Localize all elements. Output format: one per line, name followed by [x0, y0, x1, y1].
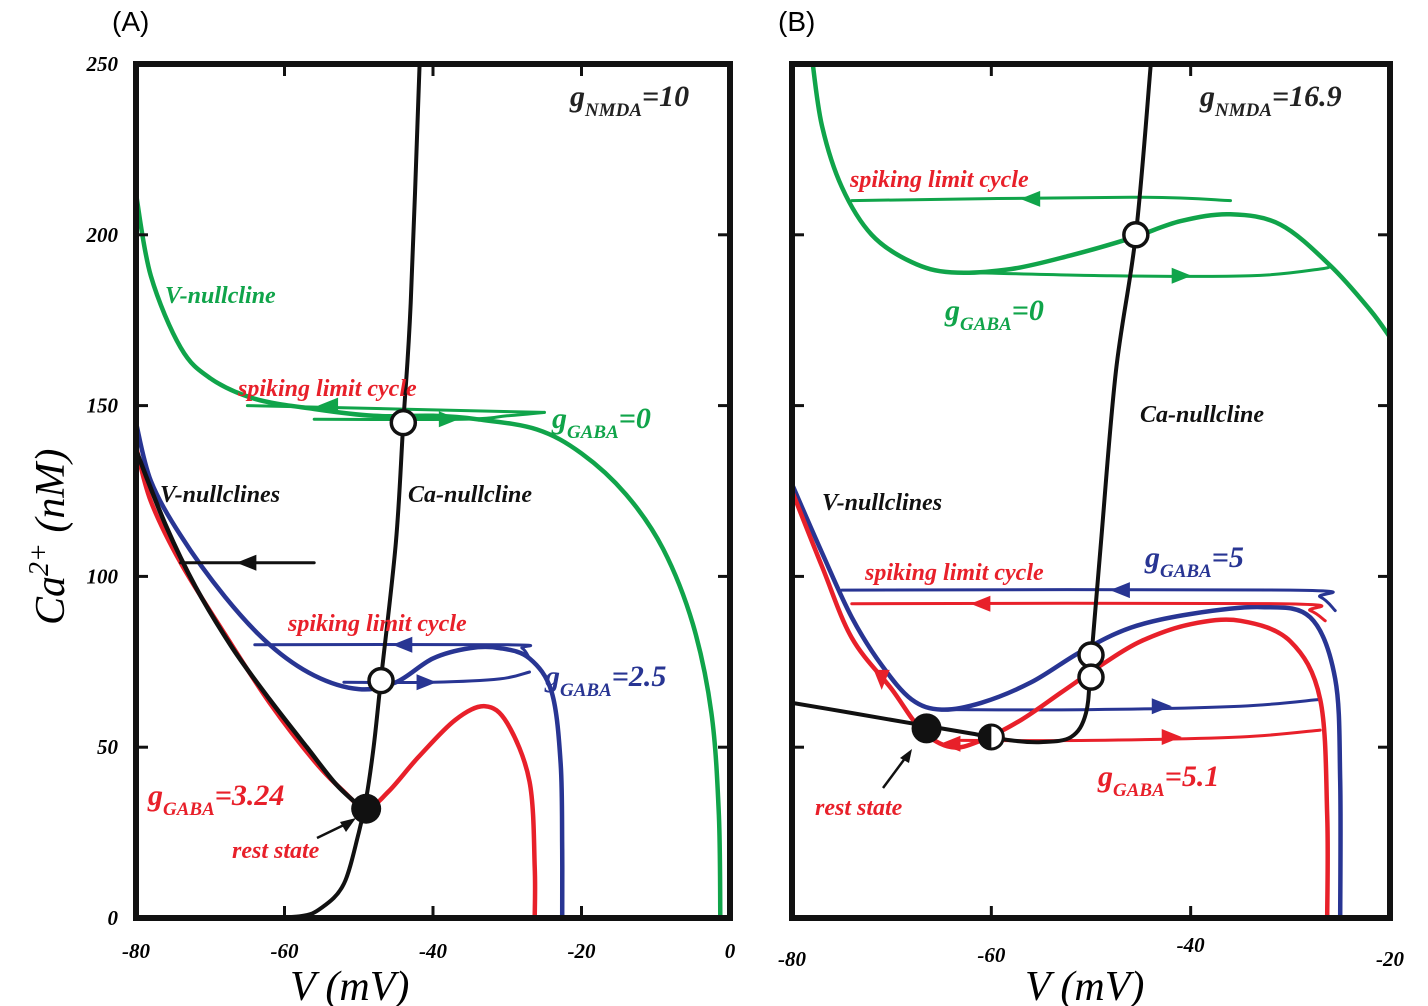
panel-a-ca-nullcline-label: Ca-nullcline	[408, 482, 532, 508]
panel-a-ticks: -80 -60 -40 -20 0 0 50 100 150 200 250	[86, 52, 736, 963]
arrow-blue-3	[1151, 698, 1172, 715]
panel-b-spiking-label-bottom: spiking limit cycle	[864, 560, 1044, 586]
panel-b-ticks: -80 -60 -40 -20	[778, 62, 1404, 971]
panel-b-rest-pointer-head	[900, 749, 912, 763]
panel-b: (B) -80 -60 -40 -20 gNMDA=16.9 spiking limi…	[778, 6, 1404, 1006]
arrow-green-1	[438, 411, 459, 428]
panel-b-rest-pointer	[881, 756, 908, 789]
panel-a-spiking-label-top: spiking limit cycle	[237, 376, 417, 402]
panel-a-v-nullclines-label: V-nullclines	[160, 482, 280, 508]
panel-b-ggaba51-label: gGABA=5.1	[1097, 760, 1219, 801]
arrow-green-0	[1020, 190, 1041, 207]
arrow-blue-3	[416, 674, 437, 691]
panel-a-ggaba0-label: gGABA=0	[551, 402, 651, 443]
stable-fixed-point	[911, 713, 942, 744]
x-tick-label: -20	[1376, 947, 1404, 971]
panel-a-label: (A)	[112, 6, 149, 37]
x-tick-label: -80	[778, 947, 806, 971]
panel-b-ggaba5-label: gGABA=5	[1144, 541, 1244, 582]
arrow-black-4	[236, 554, 257, 571]
panel-b-label: (B)	[778, 6, 815, 37]
panel-a: (A) -80 -60 -40 -20 0 0 50 100 150 200 250 gNMDA=1…	[24, 6, 736, 1006]
stable-fixed-point	[351, 793, 382, 824]
panel-b-ca-nullcline-label: Ca-nullcline	[1140, 402, 1264, 428]
y-tick-label: 100	[87, 564, 119, 588]
series-green-2	[312, 410, 546, 422]
series-blue-4	[253, 642, 533, 660]
arrow-green-0	[318, 397, 339, 414]
panel-b-ggaba0-label: gGABA=0	[944, 294, 1044, 335]
panel-b-rest-state-label: rest state	[815, 795, 903, 821]
unstable-fixed-point	[1077, 641, 1105, 669]
panel-a-spiking-label-bottom: spiking limit cycle	[287, 611, 467, 637]
panel-b-plot	[792, 64, 1390, 918]
series-black-8	[245, 64, 422, 918]
unstable-fixed-point	[1122, 221, 1150, 249]
series-green-1	[850, 195, 1232, 203]
series-black-7	[136, 447, 365, 811]
arrow-red-4	[970, 595, 991, 612]
x-tick-label: -40	[419, 939, 447, 963]
panel-b-xlabel: V (mV)	[1025, 964, 1144, 1006]
x-tick-label: -40	[1177, 933, 1205, 957]
y-tick-label: 150	[87, 394, 119, 418]
panel-a-ylabel: Ca2+ (nM)	[24, 449, 74, 625]
panel-a-plot	[136, 64, 723, 918]
series-blue-3	[792, 481, 1343, 918]
panel-a-ggaba324-label: gGABA=3.24	[147, 779, 284, 820]
x-tick-label: -60	[977, 943, 1005, 967]
series-green-2	[959, 264, 1332, 278]
unstable-fixed-point	[389, 408, 418, 437]
series-green-1	[245, 404, 546, 414]
x-tick-label: -80	[122, 939, 150, 963]
panel-b-spiking-label-top: spiking limit cycle	[849, 167, 1029, 193]
unstable-fixed-point	[1077, 663, 1105, 691]
panel-a-rest-pointer-head	[340, 818, 356, 832]
panel-b-nmda-label: gNMDA=16.9	[1199, 80, 1342, 121]
panel-a-v-nullcline-label: V-nullcline	[165, 283, 276, 309]
x-tick-label: -20	[568, 939, 596, 963]
x-tick-label: -60	[271, 939, 299, 963]
half-stable-fixed-point-fill	[979, 724, 992, 749]
panel-b-v-nullclines-label: V-nullclines	[822, 490, 942, 516]
series-blue-4	[840, 588, 1337, 613]
x-tick-label: 0	[725, 939, 736, 963]
y-tick-label: 0	[108, 906, 119, 930]
arrow-red-6	[873, 669, 890, 690]
panel-a-ggaba25-label: gGABA=2.5	[544, 660, 666, 701]
series-blue-5	[950, 697, 1322, 712]
series-green-0	[136, 191, 723, 918]
y-tick-label: 250	[86, 52, 119, 76]
arrow-green-1	[1171, 267, 1192, 284]
y-tick-label: 200	[86, 223, 119, 247]
series-green-0	[810, 64, 1390, 340]
arrow-blue-2	[392, 636, 413, 653]
series-blue-3	[136, 420, 565, 918]
y-tick-label: 50	[97, 735, 119, 759]
panel-b-frame	[789, 61, 1393, 921]
arrow-red-5	[1161, 728, 1182, 745]
panel-a-xlabel: V (mV)	[290, 964, 409, 1006]
panel-a-rest-state-label: rest state	[232, 838, 320, 864]
arrow-blue-2	[1109, 582, 1130, 599]
panel-a-nmda-label: gNMDA=10	[569, 80, 689, 121]
arrow-red-7	[940, 735, 961, 752]
unstable-fixed-point	[367, 666, 395, 695]
